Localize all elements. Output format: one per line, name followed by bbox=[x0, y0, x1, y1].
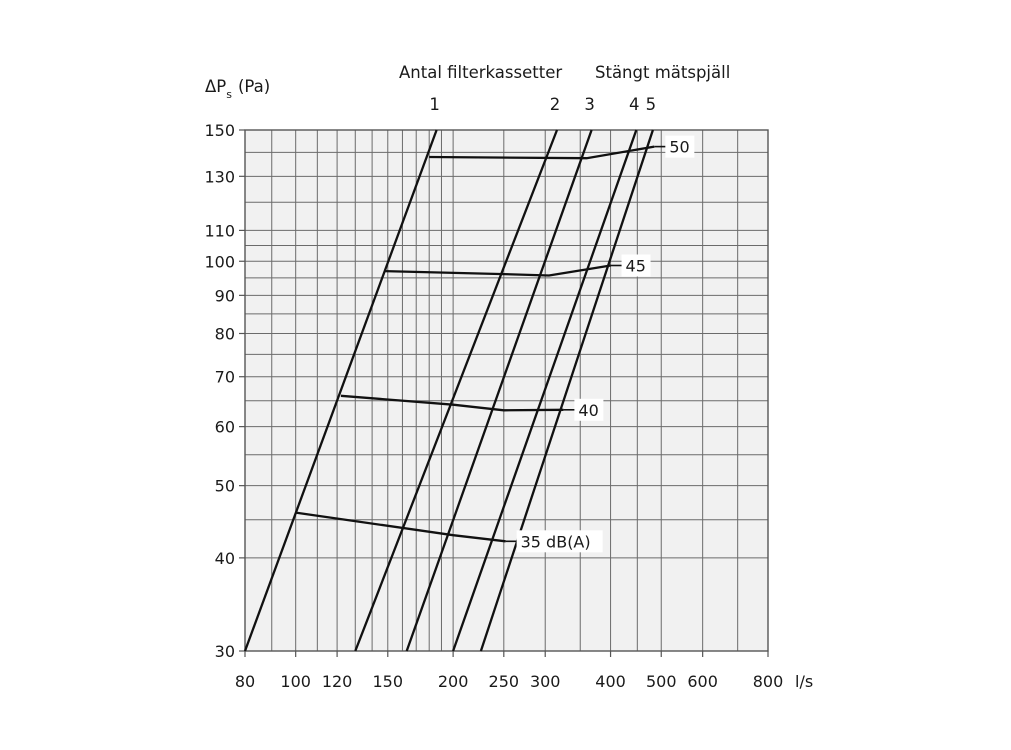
filter-line-4 bbox=[452, 129, 638, 652]
y-axis-label: ΔPs (Pa) bbox=[205, 77, 270, 101]
filter-line-5 bbox=[479, 129, 654, 652]
y-tick-label: 110 bbox=[204, 221, 235, 240]
sound-line-50 bbox=[429, 145, 655, 160]
plot-area bbox=[245, 130, 768, 651]
x-tick-label: 200 bbox=[438, 672, 469, 691]
y-tick-label: 150 bbox=[204, 121, 235, 140]
series-labels: 1 2 3 4 5 35 dB(A) 40 45 50 bbox=[429, 95, 695, 553]
x-tick-label: 400 bbox=[595, 672, 626, 691]
x-tick-label: 600 bbox=[687, 672, 718, 691]
series bbox=[243, 129, 667, 652]
sound-line-35dBA bbox=[295, 511, 506, 543]
filter-line-label-2: 2 bbox=[550, 95, 561, 114]
x-tick-label: 80 bbox=[235, 672, 255, 691]
header-closed-damper: Stängt mätspjäll bbox=[595, 63, 730, 82]
sound-label-bg bbox=[665, 135, 695, 158]
y-tick-label: 100 bbox=[204, 252, 235, 271]
y-tick-label: 70 bbox=[215, 368, 235, 387]
x-tick-label: 300 bbox=[530, 672, 561, 691]
x-tick-label: 500 bbox=[646, 672, 677, 691]
filter-line-1 bbox=[243, 129, 438, 652]
y-tick-label: 50 bbox=[215, 477, 235, 496]
filter-line-label-3: 3 bbox=[584, 95, 595, 114]
sound-line-label: 45 bbox=[626, 256, 646, 275]
y-tick-label: 130 bbox=[204, 167, 235, 186]
y-tick-label: 80 bbox=[215, 324, 235, 343]
filter-line-3 bbox=[405, 129, 593, 652]
sound-label-bg bbox=[516, 530, 603, 553]
sound-line-label: 35 dB(A) bbox=[521, 532, 591, 551]
x-tick-label: 150 bbox=[373, 672, 404, 691]
y-tick-label: 40 bbox=[215, 549, 235, 568]
sound-line-label: 40 bbox=[578, 401, 598, 420]
filter-line-label-4: 4 bbox=[629, 95, 640, 114]
plot-frame bbox=[244, 129, 769, 652]
filter-line-label-5: 5 bbox=[646, 95, 657, 114]
y-tick-label: 60 bbox=[215, 418, 235, 437]
filter-line-label-1: 1 bbox=[429, 95, 440, 114]
sound-line-45 bbox=[384, 264, 611, 277]
sound-line-label: 50 bbox=[669, 138, 689, 157]
sound-label-bg bbox=[574, 398, 604, 421]
x-tick-label: 120 bbox=[322, 672, 353, 691]
y-tick-label: 90 bbox=[215, 286, 235, 305]
x-axis-label: l/s bbox=[795, 672, 813, 691]
x-tick-label: 100 bbox=[280, 672, 311, 691]
filter-line-2 bbox=[354, 129, 559, 652]
sound-label-bg bbox=[621, 254, 651, 277]
y-tick-label: 30 bbox=[215, 642, 235, 661]
sound-line-40 bbox=[340, 394, 564, 412]
x-axis: 80 100 120 150 200 250 300 400 500 600 800 bbox=[235, 651, 783, 691]
y-axis: 30 40 50 60 70 80 90 100 110 130 150 bbox=[204, 121, 245, 661]
x-tick-label: 800 bbox=[753, 672, 784, 691]
x-tick-label: 250 bbox=[489, 672, 520, 691]
header-filter-count: Antal filterkassetter bbox=[399, 63, 562, 82]
